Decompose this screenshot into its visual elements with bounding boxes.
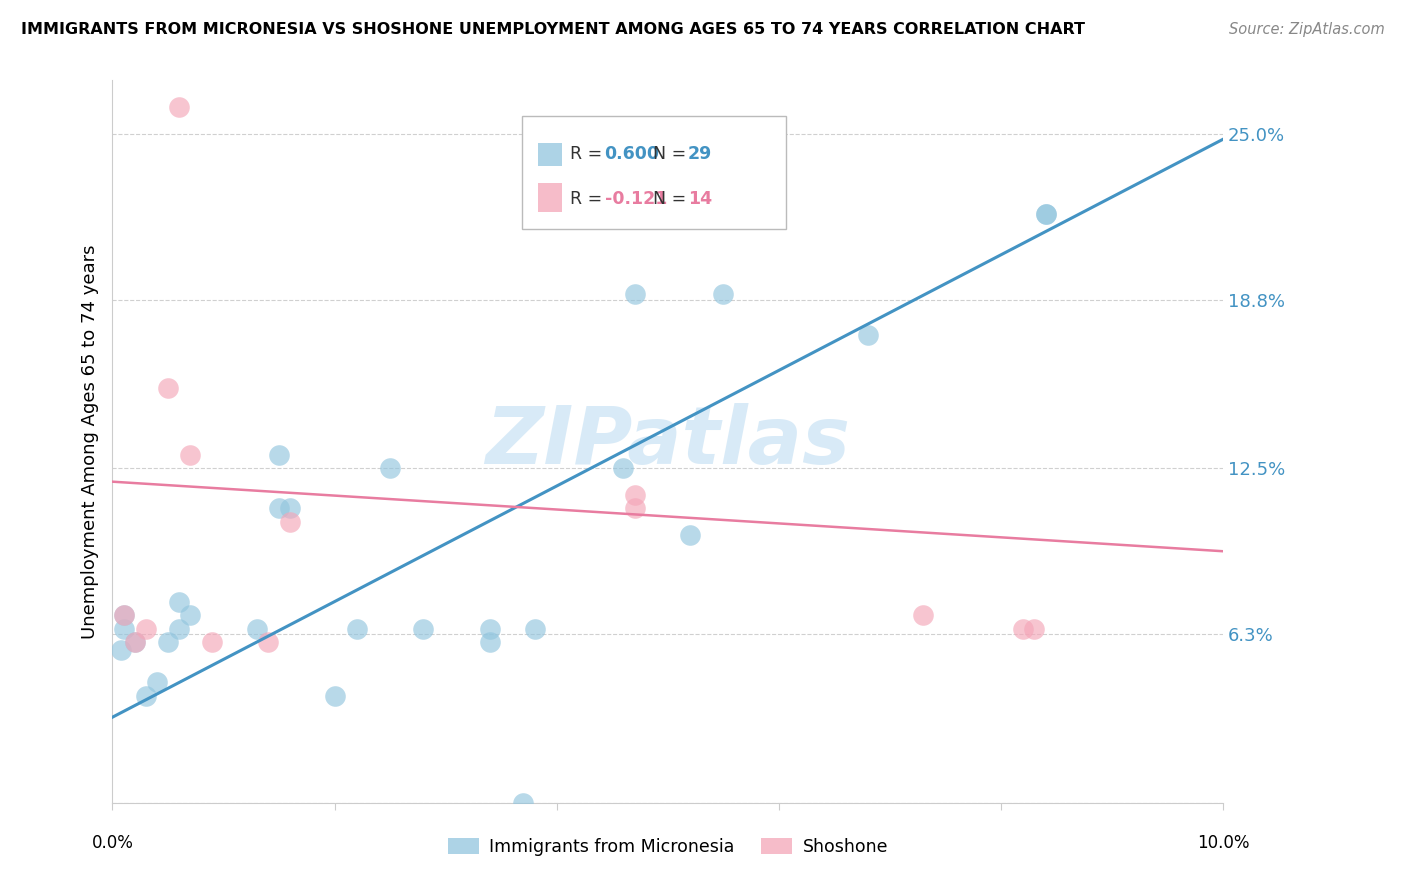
Point [912, 608, 935, 623]
Point [201, 635, 224, 649]
Point [512, 796, 534, 810]
Text: N =: N = [654, 145, 692, 162]
Point [112, 622, 135, 636]
Text: -0.121: -0.121 [605, 190, 666, 208]
Legend: Immigrants from Micronesia, Shoshone: Immigrants from Micronesia, Shoshone [440, 830, 896, 863]
Point [112, 608, 135, 623]
Point [1035, 207, 1057, 221]
Point [713, 287, 735, 301]
Point [267, 448, 291, 462]
Point [124, 635, 146, 649]
Point [346, 622, 368, 636]
Text: ZIPatlas: ZIPatlas [485, 402, 851, 481]
Point [110, 643, 132, 657]
Point [246, 622, 269, 636]
Point [479, 622, 502, 636]
Point [112, 608, 135, 623]
Point [267, 501, 291, 516]
Point [1024, 622, 1046, 636]
Point [157, 635, 180, 649]
Y-axis label: Unemployment Among Ages 65 to 74 years: Unemployment Among Ages 65 to 74 years [80, 244, 98, 639]
Point [623, 287, 645, 301]
Text: 29: 29 [688, 145, 711, 162]
Text: R =: R = [569, 145, 607, 162]
Text: Source: ZipAtlas.com: Source: ZipAtlas.com [1229, 22, 1385, 37]
Point [323, 689, 346, 703]
Point [167, 100, 190, 114]
Point [135, 689, 157, 703]
Point [1035, 207, 1057, 221]
Point [157, 381, 180, 395]
Point [1012, 622, 1035, 636]
Text: 0.0%: 0.0% [91, 834, 134, 852]
Point [146, 675, 169, 690]
Point [412, 622, 434, 636]
Text: 10.0%: 10.0% [1197, 834, 1250, 852]
Text: IMMIGRANTS FROM MICRONESIA VS SHOSHONE UNEMPLOYMENT AMONG AGES 65 TO 74 YEARS CO: IMMIGRANTS FROM MICRONESIA VS SHOSHONE U… [21, 22, 1085, 37]
Point [679, 528, 702, 542]
Point [479, 635, 502, 649]
Point [523, 622, 546, 636]
Point [278, 501, 301, 516]
Point [623, 488, 645, 502]
Point [179, 448, 201, 462]
Point [612, 461, 634, 475]
Point [278, 515, 301, 529]
Point [623, 501, 645, 516]
Text: 14: 14 [688, 190, 711, 208]
Point [167, 622, 190, 636]
Text: 0.600: 0.600 [605, 145, 659, 162]
Text: R =: R = [569, 190, 607, 208]
Text: N =: N = [654, 190, 692, 208]
Point [179, 608, 201, 623]
Point [135, 622, 157, 636]
Point [856, 327, 879, 342]
Point [167, 595, 190, 609]
Point [124, 635, 146, 649]
Point [257, 635, 280, 649]
Point [380, 461, 402, 475]
